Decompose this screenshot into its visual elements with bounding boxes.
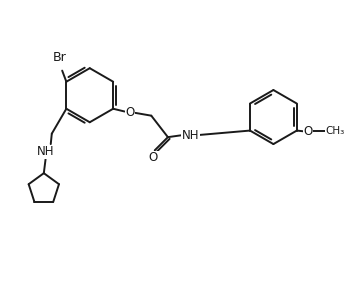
Text: O: O [149, 151, 158, 164]
Text: Br: Br [53, 51, 67, 64]
Text: NH: NH [37, 145, 54, 158]
Text: O: O [303, 125, 312, 138]
Text: NH: NH [182, 129, 199, 141]
Text: O: O [125, 106, 134, 119]
Text: CH₃: CH₃ [326, 126, 345, 136]
